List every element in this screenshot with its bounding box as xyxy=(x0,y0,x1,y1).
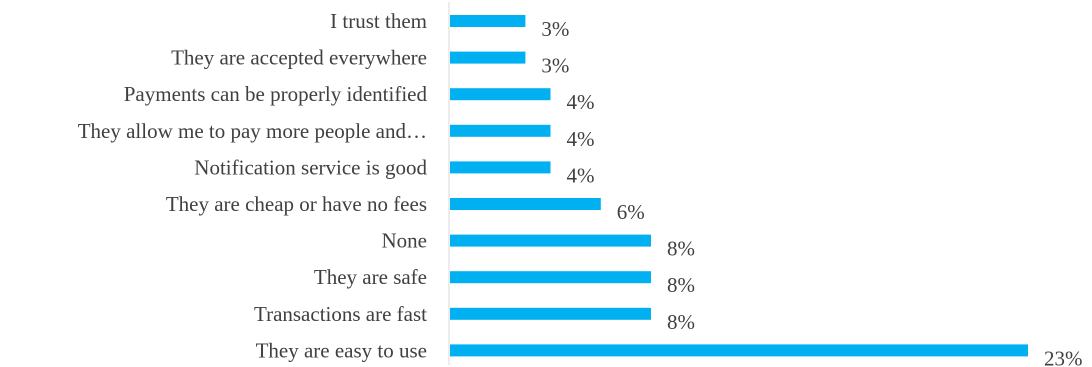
category-label-4: Notification service is good xyxy=(194,155,427,179)
value-label-9: 23% xyxy=(1044,346,1083,367)
value-label-3: 4% xyxy=(567,127,595,151)
bar-3 xyxy=(450,124,551,137)
value-label-5: 6% xyxy=(617,200,645,224)
category-label-0: I trust them xyxy=(330,9,427,33)
category-label-3: They allow me to pay more people and… xyxy=(78,119,427,143)
category-label-8: Transactions are fast xyxy=(254,302,427,326)
bar-1 xyxy=(450,51,526,64)
category-label-5: They are cheap or have no fees xyxy=(166,192,427,216)
value-label-6: 8% xyxy=(667,237,695,261)
bar-4 xyxy=(450,161,551,174)
category-label-9: They are easy to use xyxy=(256,338,427,362)
bar-9 xyxy=(450,344,1028,357)
category-label-1: They are accepted everywhere xyxy=(171,46,427,70)
value-label-0: 3% xyxy=(541,17,569,41)
category-label-2: Payments can be properly identified xyxy=(124,82,428,106)
bar-6 xyxy=(450,234,651,247)
value-label-8: 8% xyxy=(667,310,695,334)
value-label-4: 4% xyxy=(567,163,595,187)
bar-8 xyxy=(450,307,651,320)
category-label-7: They are safe xyxy=(314,265,427,289)
bar-5 xyxy=(450,198,601,210)
bar-0 xyxy=(450,15,526,27)
bar-2 xyxy=(450,88,551,101)
category-label-6: None xyxy=(382,229,428,253)
bars-layer xyxy=(450,15,1028,357)
value-label-2: 4% xyxy=(567,90,595,114)
value-label-1: 3% xyxy=(541,54,569,78)
value-label-7: 8% xyxy=(667,273,695,297)
category-labels: I trust them They are accepted everywhere… xyxy=(78,9,428,362)
bar-7 xyxy=(450,271,651,284)
value-labels: 3% 3% 4% 4% 4% 6% 8% 8% 8% 23% xyxy=(541,17,1082,367)
